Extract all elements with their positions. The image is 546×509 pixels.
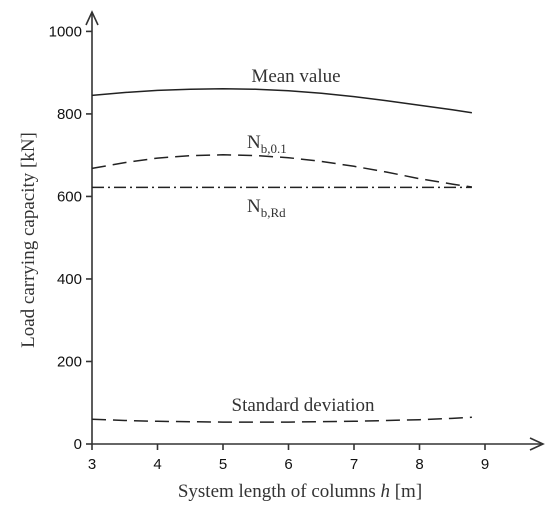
label-nb01-main: N	[247, 132, 261, 153]
y-tick-label: 400	[57, 271, 82, 288]
y-axis-title: Load carrying capacity [kN]	[18, 132, 39, 348]
label-nb01: Nb,0.1	[247, 132, 287, 156]
x-tick-label: 5	[219, 456, 227, 473]
x-tick-label: 4	[153, 456, 161, 473]
label-nb01-sub: b,0.1	[261, 141, 287, 156]
label-nbrd: Nb,Rd	[247, 196, 286, 220]
y-tick-label: 0	[74, 436, 82, 453]
label-nbrd-main: N	[247, 196, 261, 217]
x-tick-label: 8	[415, 456, 423, 473]
y-tick-label: 1000	[49, 23, 82, 40]
y-tick-label: 200	[57, 353, 82, 370]
x-axis-title-var: h	[380, 481, 390, 502]
y-tick-label: 600	[57, 188, 82, 205]
series-line-nb01	[92, 155, 472, 187]
x-axis-title-main: System length of columns	[178, 481, 381, 502]
label-nbrd-sub: b,Rd	[261, 205, 286, 220]
label-mean-value: Mean value	[251, 66, 340, 87]
series-line-mean-value	[92, 89, 472, 113]
x-tick-label: 3	[88, 456, 96, 473]
series-group	[92, 89, 472, 422]
label-standard-deviation: Standard deviation	[232, 395, 375, 416]
x-axis-title: System length of columns h [m]	[178, 481, 422, 502]
x-tick-label: 9	[481, 456, 489, 473]
x-tick-label: 7	[350, 456, 358, 473]
series-line-standard-deviation	[92, 417, 472, 422]
x-tick-label: 6	[284, 456, 292, 473]
x-axis-title-unit: [m]	[390, 481, 422, 502]
y-tick-label: 800	[57, 106, 82, 123]
